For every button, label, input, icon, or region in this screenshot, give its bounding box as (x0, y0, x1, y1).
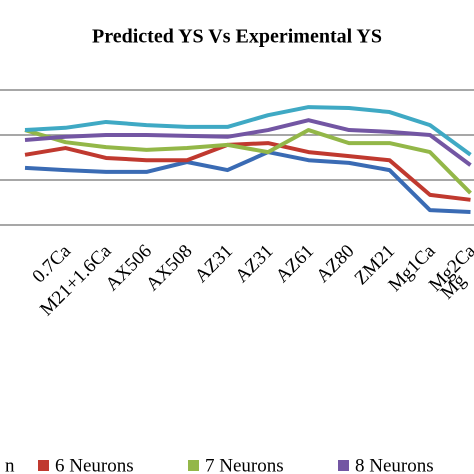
legend-swatch (338, 460, 349, 471)
legend-label: n (5, 455, 15, 474)
series-line (24, 128, 472, 195)
legend-swatch (188, 460, 199, 471)
legend-swatch (38, 460, 49, 471)
legend-label: 8 Neurons (355, 455, 434, 474)
legend-label: 7 Neurons (205, 455, 284, 474)
chart-title: Predicted YS Vs Experimental YS (92, 26, 382, 48)
legend-label: 6 Neurons (55, 455, 134, 474)
series-line (24, 141, 471, 202)
series-line (24, 118, 472, 167)
series-line (24, 150, 471, 214)
series-line (24, 105, 472, 157)
